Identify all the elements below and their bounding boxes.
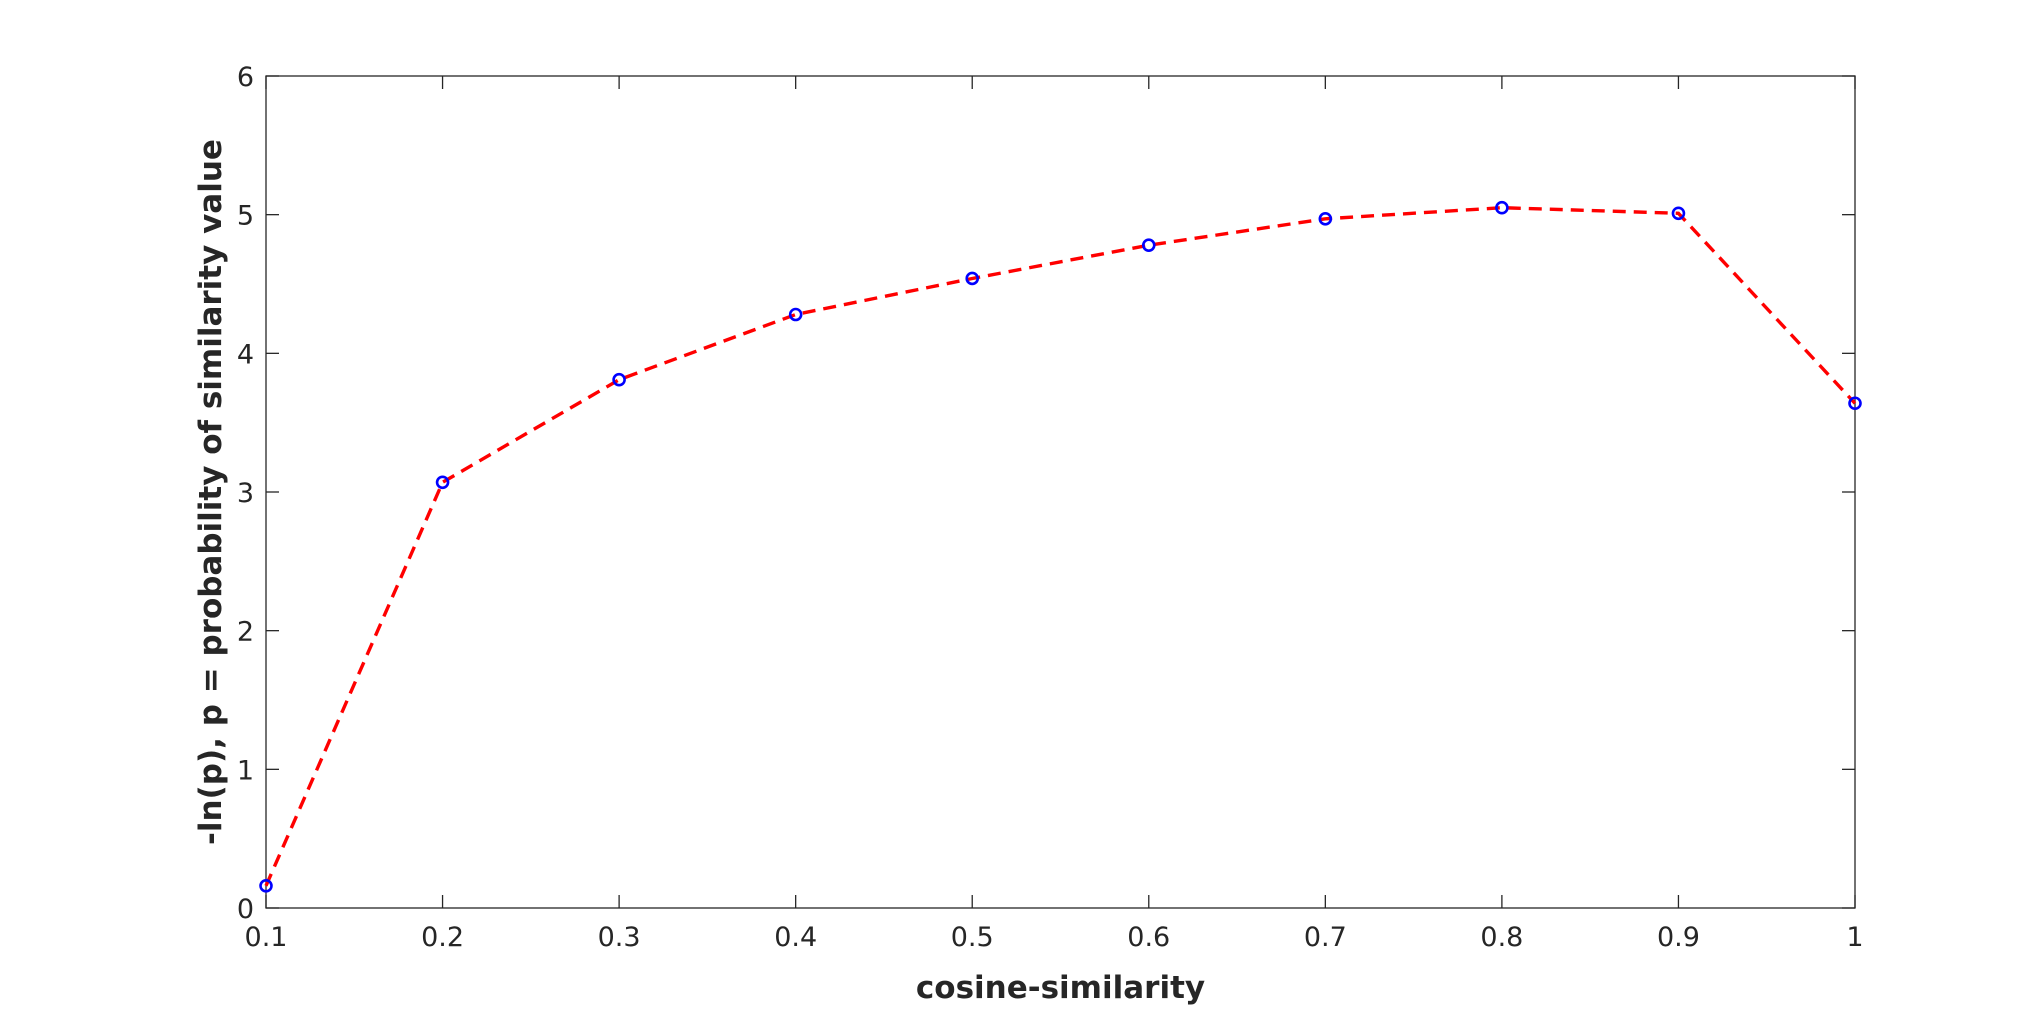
series-line bbox=[264, 205, 1857, 887]
y-tick-label: 6 bbox=[237, 62, 254, 93]
data-point bbox=[788, 307, 803, 322]
y-tick-label: 4 bbox=[237, 339, 254, 370]
y-tick-label: 1 bbox=[237, 755, 254, 786]
data-point bbox=[1495, 200, 1509, 215]
x-tick-label: 0.8 bbox=[1480, 922, 1523, 953]
plot-area bbox=[265, 75, 1856, 909]
y-tick-label: 3 bbox=[237, 478, 254, 509]
x-tick-label: 0.4 bbox=[774, 922, 817, 953]
x-tick-label: 1 bbox=[1846, 922, 1863, 953]
x-tick-label: 0.9 bbox=[1657, 922, 1700, 953]
x-axis-label: cosine-similarity bbox=[916, 970, 1205, 1006]
series-layer bbox=[259, 200, 1862, 893]
axis-ticks: 0.1 0.2 0.3 0.4 0.5 0.6 0.7 0.8 0.9 1 0 1 2 3 4 5 6 bbox=[237, 62, 1864, 953]
y-tick-label: 5 bbox=[237, 201, 254, 232]
data-point bbox=[612, 372, 626, 387]
y-tick-label: 0 bbox=[237, 894, 254, 925]
data-point bbox=[435, 475, 450, 490]
y-axis-label: -ln(p), p = probability of similarity va… bbox=[193, 139, 229, 845]
x-tick-label: 0.1 bbox=[245, 922, 288, 953]
x-tick-label: 0.6 bbox=[1127, 922, 1170, 953]
data-point bbox=[1318, 212, 1333, 226]
x-tick-label: 0.3 bbox=[598, 922, 641, 953]
data-point bbox=[1848, 396, 1862, 411]
x-tick-label: 0.2 bbox=[421, 922, 464, 953]
y-tick-label: 2 bbox=[237, 617, 254, 648]
x-tick-label: 0.7 bbox=[1304, 922, 1347, 953]
x-tick-label: 0.5 bbox=[951, 922, 994, 953]
data-point bbox=[965, 271, 980, 286]
data-point bbox=[1671, 206, 1686, 221]
data-point bbox=[259, 879, 273, 893]
data-point bbox=[1141, 238, 1156, 252]
